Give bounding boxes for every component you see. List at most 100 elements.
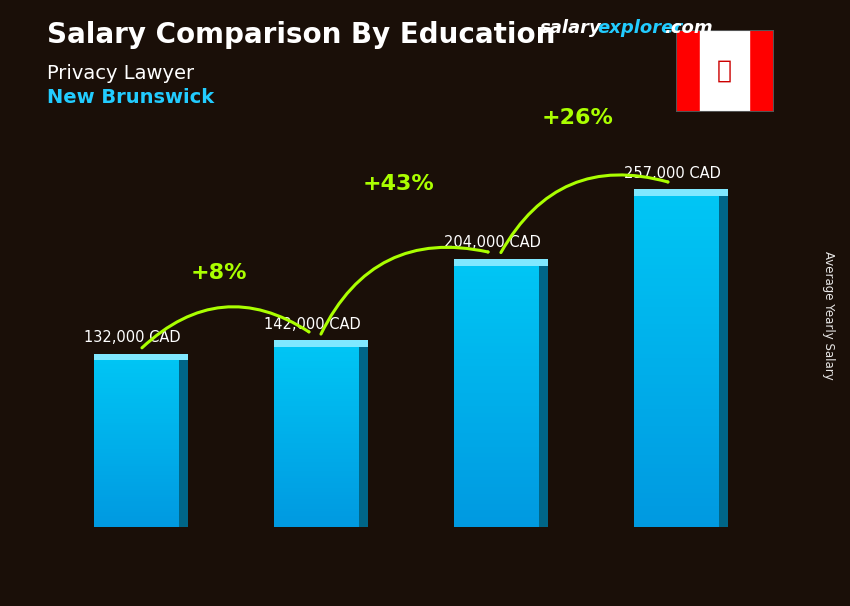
Bar bbox=[94, 356, 179, 358]
Bar bbox=[94, 404, 179, 405]
Bar bbox=[94, 434, 179, 436]
Bar bbox=[454, 504, 539, 507]
Bar bbox=[454, 279, 539, 282]
Bar bbox=[454, 497, 539, 501]
Bar bbox=[94, 367, 179, 368]
Bar bbox=[274, 350, 359, 352]
Bar bbox=[94, 358, 179, 360]
Bar bbox=[633, 459, 718, 464]
Bar bbox=[94, 405, 179, 408]
Bar bbox=[633, 409, 718, 413]
Bar bbox=[633, 426, 718, 430]
Bar bbox=[94, 360, 179, 362]
Bar bbox=[94, 386, 179, 388]
Bar bbox=[454, 376, 539, 379]
Bar bbox=[454, 339, 539, 342]
Bar bbox=[454, 342, 539, 346]
Text: +8%: +8% bbox=[190, 263, 246, 283]
Bar bbox=[633, 371, 718, 375]
Bar bbox=[274, 366, 359, 368]
Bar bbox=[633, 253, 718, 257]
Bar bbox=[454, 457, 539, 460]
Bar bbox=[454, 326, 539, 329]
Bar bbox=[274, 380, 359, 382]
Bar bbox=[94, 516, 179, 519]
Bar bbox=[274, 473, 359, 476]
Bar bbox=[274, 387, 359, 390]
Bar bbox=[274, 352, 359, 355]
Bar bbox=[94, 362, 179, 364]
Bar bbox=[274, 434, 359, 436]
Bar bbox=[274, 502, 359, 504]
Bar bbox=[633, 438, 718, 443]
Text: .com: .com bbox=[664, 19, 712, 38]
Bar bbox=[94, 382, 179, 384]
Bar bbox=[454, 420, 539, 423]
Bar bbox=[633, 189, 728, 196]
Bar bbox=[633, 481, 718, 485]
Bar bbox=[274, 364, 359, 366]
Bar bbox=[274, 410, 359, 413]
Bar bbox=[274, 418, 359, 420]
Bar bbox=[274, 485, 359, 487]
Bar bbox=[454, 386, 539, 390]
Bar bbox=[633, 206, 718, 210]
Bar bbox=[94, 371, 179, 373]
Bar bbox=[274, 420, 359, 422]
Bar bbox=[676, 30, 700, 112]
Bar bbox=[633, 464, 718, 468]
Bar bbox=[633, 468, 718, 472]
Bar bbox=[454, 285, 539, 289]
Bar bbox=[633, 333, 718, 337]
Text: New Brunswick: New Brunswick bbox=[47, 88, 214, 107]
Bar bbox=[94, 484, 179, 486]
Bar bbox=[94, 375, 179, 378]
Bar bbox=[94, 384, 179, 386]
Bar bbox=[633, 362, 718, 367]
Bar bbox=[274, 399, 359, 401]
Bar bbox=[274, 368, 359, 371]
Bar bbox=[633, 396, 718, 401]
Bar bbox=[633, 202, 718, 206]
Bar bbox=[633, 290, 718, 295]
Bar bbox=[633, 510, 718, 514]
Bar bbox=[633, 455, 718, 459]
Text: +43%: +43% bbox=[362, 174, 434, 194]
Bar bbox=[454, 319, 539, 322]
Bar bbox=[274, 471, 359, 473]
Text: 132,000 CAD: 132,000 CAD bbox=[84, 330, 181, 345]
Bar bbox=[274, 453, 359, 455]
Bar bbox=[454, 309, 539, 313]
Bar bbox=[274, 355, 359, 357]
Bar bbox=[454, 460, 539, 464]
Bar bbox=[94, 416, 179, 419]
Bar bbox=[274, 476, 359, 478]
Bar bbox=[274, 454, 359, 457]
Bar bbox=[274, 415, 359, 418]
Bar bbox=[454, 470, 539, 473]
Bar bbox=[454, 282, 539, 285]
Bar bbox=[454, 292, 539, 296]
FancyArrowPatch shape bbox=[142, 307, 309, 348]
Bar bbox=[633, 384, 718, 388]
Bar bbox=[633, 430, 718, 435]
Bar bbox=[454, 413, 539, 416]
Bar bbox=[94, 475, 179, 478]
Bar bbox=[633, 299, 718, 303]
Bar bbox=[274, 518, 359, 520]
Bar bbox=[274, 487, 359, 490]
Bar bbox=[274, 382, 359, 385]
Bar bbox=[633, 354, 718, 358]
Bar bbox=[94, 458, 179, 460]
Bar bbox=[454, 302, 539, 306]
FancyArrowPatch shape bbox=[321, 247, 488, 334]
Text: 257,000 CAD: 257,000 CAD bbox=[624, 165, 721, 181]
Bar bbox=[94, 449, 179, 451]
Bar bbox=[274, 499, 359, 502]
Bar bbox=[274, 469, 359, 471]
Bar bbox=[454, 473, 539, 477]
Bar bbox=[633, 392, 718, 396]
Bar bbox=[633, 506, 718, 510]
Bar bbox=[454, 480, 539, 484]
Bar bbox=[94, 388, 179, 390]
